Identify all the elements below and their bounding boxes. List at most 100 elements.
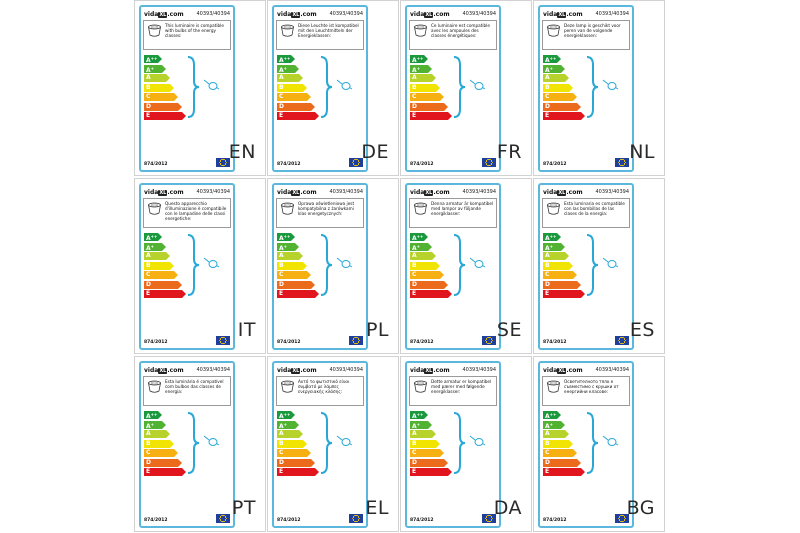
energy-class-bar: B <box>410 261 440 270</box>
energy-class-plus: ++ <box>150 56 158 61</box>
compatibility-box: Deze lamp is geschikt voor peren van de … <box>542 20 630 50</box>
product-code: 40393/40394 <box>462 11 497 17</box>
energy-class-letter: D <box>146 280 151 288</box>
energy-class-letter: A <box>279 235 284 242</box>
brand-logo: vidaXL.com <box>410 11 450 18</box>
language-code: EN <box>228 141 256 163</box>
energy-class-bar: A <box>277 430 303 438</box>
energy-class-letter: A <box>146 74 151 81</box>
energy-class-scale: A++ A+ A B C D E <box>277 411 319 478</box>
energy-class-bar: A++ <box>144 411 162 420</box>
energy-class-bar: E <box>410 468 452 476</box>
energy-class-letter: A <box>412 430 417 437</box>
energy-class-letter: E <box>146 112 151 119</box>
energy-class-letter: D <box>545 458 550 466</box>
energy-class-bar: D <box>144 102 182 111</box>
compatibility-text: Esta luminaria es compatible con las bom… <box>564 201 625 216</box>
compatibility-box: Dette armatur er kompatibel med pærer me… <box>409 376 497 406</box>
brand-logo: vidaXL.com <box>277 189 317 196</box>
eu-flag-icon <box>615 514 629 523</box>
energy-class-letter: B <box>412 83 417 91</box>
energy-class-bar: E <box>144 468 186 476</box>
brace-icon <box>320 234 333 296</box>
energy-class-bar: E <box>277 112 319 120</box>
energy-class-bar: D <box>543 102 581 111</box>
energy-class-plus: + <box>283 243 288 249</box>
energy-class-bar: C <box>277 271 311 279</box>
energy-class-letter: B <box>545 261 550 269</box>
energy-class-letter: A <box>412 66 417 74</box>
energy-class-plus: ++ <box>549 56 557 61</box>
brand-logo: vidaXL.com <box>410 367 450 374</box>
bulb-icon <box>469 435 486 446</box>
energy-class-plus: ++ <box>416 56 424 61</box>
brace-icon <box>320 412 333 474</box>
bulb-icon <box>602 435 619 446</box>
energy-class-plus: + <box>416 243 421 249</box>
energy-class-bar: A++ <box>144 55 162 64</box>
energy-label-cell-es: vidaXL.com 40393/40394 Esta luminaria es… <box>533 178 665 354</box>
energy-class-bar: A++ <box>277 411 295 420</box>
energy-class-letter: E <box>545 468 550 475</box>
energy-class-letter: E <box>545 290 550 297</box>
energy-class-letter: B <box>146 261 151 269</box>
brace-icon <box>586 234 599 296</box>
energy-class-letter: B <box>412 439 417 447</box>
energy-class-bar: B <box>277 261 307 270</box>
energy-class-bar: A <box>277 74 303 82</box>
brace-icon <box>586 56 599 118</box>
luminaire-icon <box>547 202 560 215</box>
bulb-icon <box>203 257 220 268</box>
compatibility-box: Oprawa oświetleniowa jest kompatybilna z… <box>276 198 364 228</box>
eu-flag-icon <box>482 336 496 345</box>
language-code: NL <box>629 141 655 163</box>
energy-class-bar: A++ <box>543 411 561 420</box>
energy-class-letter: A <box>146 66 151 74</box>
energy-class-letter: E <box>412 468 417 475</box>
bulb-icon <box>602 257 619 268</box>
brace-icon <box>586 412 599 474</box>
luminaire-icon <box>414 202 427 215</box>
luminaire-icon <box>148 202 161 215</box>
luminaire-icon <box>281 380 294 393</box>
language-code: DE <box>361 141 389 163</box>
energy-class-letter: C <box>279 93 284 100</box>
energy-label-card: vidaXL.com 40393/40394 Esta luminária é … <box>139 361 235 528</box>
eu-flag-icon <box>349 336 363 345</box>
energy-class-bar: D <box>410 102 448 111</box>
language-code: EL <box>365 497 389 519</box>
energy-class-plus: + <box>283 421 288 427</box>
energy-label-card: vidaXL.com 40393/40394 Осветителното тял… <box>538 361 634 528</box>
brace-icon <box>453 56 466 118</box>
brace-icon <box>187 412 200 474</box>
energy-class-letter: C <box>412 449 417 456</box>
energy-label-card: vidaXL.com 40393/40394 Diese Leuchte ist… <box>272 5 368 172</box>
energy-class-plus: ++ <box>549 234 557 239</box>
energy-class-letter: A <box>412 57 417 64</box>
energy-class-bar: A <box>144 252 170 260</box>
product-code: 40393/40394 <box>462 367 497 373</box>
energy-class-bar: A+ <box>543 242 565 252</box>
energy-class-letter: D <box>412 458 417 466</box>
eu-flag-icon <box>216 336 230 345</box>
energy-class-letter: A <box>545 422 550 430</box>
energy-class-letter: A <box>146 413 151 420</box>
energy-class-letter: A <box>412 235 417 242</box>
energy-class-bar: A <box>543 430 569 438</box>
compatibility-box: Осветителното тяло е съвместимо с крушки… <box>542 376 630 406</box>
energy-class-plus: + <box>150 421 155 427</box>
compatibility-text: Ce luminaire est compatible avec les amp… <box>431 23 490 38</box>
energy-class-scale: A++ A+ A B C D E <box>144 55 186 122</box>
language-code: PT <box>231 497 256 519</box>
energy-class-bar: A <box>543 74 569 82</box>
energy-class-bar: E <box>144 290 186 298</box>
energy-class-bar: D <box>144 280 182 289</box>
energy-class-plus: ++ <box>283 56 291 61</box>
eu-flag-icon <box>216 514 230 523</box>
compatibility-text: Denna armatur är kompatibel med lampor a… <box>431 201 494 216</box>
luminaire-icon <box>148 380 161 393</box>
energy-class-bar: C <box>277 449 311 457</box>
bulb-icon <box>336 435 353 446</box>
compatibility-text: Oprawa oświetleniowa jest kompatybilna z… <box>298 201 355 216</box>
energy-class-bar: B <box>543 83 573 92</box>
